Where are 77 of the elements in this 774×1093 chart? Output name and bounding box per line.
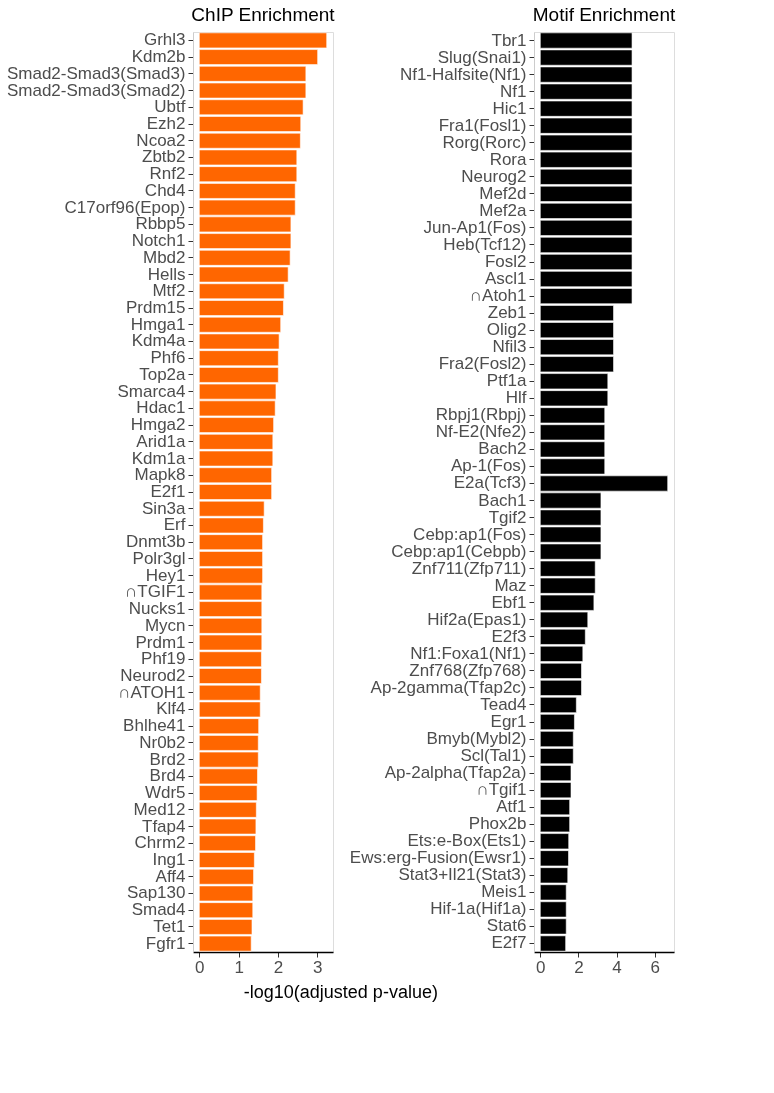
- y-tick-label: E2f7: [491, 933, 527, 953]
- y-tick-label: Ascl1: [484, 269, 527, 289]
- y-tick-label: Ews:erg-Fusion(Ewsr1): [349, 848, 527, 868]
- y-tick-label: Mtf2: [152, 281, 186, 301]
- x-tick-label: 2: [574, 957, 584, 977]
- y-tick-label: Erf: [163, 515, 186, 535]
- x-tick-label: 1: [234, 957, 244, 977]
- y-tick-label: Ap-1(Fos): [450, 456, 527, 476]
- x-tick-label: 3: [313, 957, 323, 977]
- y-tick-label: Jun-Ap1(Fos): [423, 217, 527, 237]
- y-tick-label: Bach1: [478, 490, 527, 510]
- chart-title: ChIP Enrichment: [191, 3, 336, 25]
- y-tick-label: Slug(Snai1): [437, 47, 527, 67]
- y-tick-label: Mapk8: [134, 465, 186, 485]
- x-tick-label: 0: [195, 957, 205, 977]
- y-tick-label: Phf19: [141, 649, 186, 669]
- y-tick-label: Hells: [147, 264, 186, 284]
- y-tick-label: Tgif2: [488, 507, 527, 527]
- x-tick-label: 6: [650, 957, 660, 977]
- y-tick-label: Ebf1: [491, 592, 527, 612]
- y-tick-label: Ptf1a: [486, 371, 528, 391]
- y-tick-label: Hdac1: [136, 398, 186, 418]
- y-tick-label: Meis1: [481, 882, 527, 902]
- y-tick-label: Ets:e-Box(Ets1): [407, 831, 527, 851]
- x-axis-title: -log10(adjusted p-value): [243, 981, 438, 1002]
- y-tick-label: Hlf: [505, 388, 527, 408]
- chart-title: Motif Enrichment: [532, 4, 676, 26]
- y-tick-label: Fosl2: [484, 252, 527, 271]
- y-tick-label: Hic1: [492, 98, 527, 118]
- y-tick-label: Bach2: [478, 439, 527, 459]
- y-tick-label: Ing1: [152, 850, 186, 869]
- y-tick-label: Nf1:Foxa1(Nf1): [410, 643, 527, 663]
- y-tick-label: Atf1: [496, 797, 527, 817]
- y-tick-label: Grhl3: [143, 30, 186, 50]
- y-tick-label: Ncoa2: [136, 130, 186, 150]
- y-tick-label: Phox2b: [468, 814, 527, 834]
- x-tick-label: 0: [536, 957, 546, 977]
- y-tick-label: Scl(Tal1): [460, 746, 527, 766]
- y-tick-label: Fra1(Fosl1): [438, 115, 527, 135]
- y-tick-label: Brd4: [149, 766, 186, 786]
- y-tick-label: Bmyb(Mybl2): [426, 729, 527, 749]
- x-tick-label: 4: [612, 957, 622, 977]
- y-tick-label: Neurod2: [120, 666, 186, 685]
- y-tick-label: Klf4: [156, 699, 186, 719]
- y-tick-label: Neurog2: [461, 166, 527, 186]
- y-tick-label: Prdm15: [125, 298, 186, 317]
- y-tick-label: Tbr1: [491, 30, 527, 50]
- y-tick-label: ∩Tgif1: [476, 780, 527, 800]
- y-tick-label: Sin3a: [142, 498, 187, 518]
- y-tick-label: Zeb1: [487, 303, 527, 323]
- y-tick-label: C17orf96(Epop): [64, 197, 186, 217]
- y-tick-label: Brd2: [149, 749, 186, 769]
- y-tick-label: Nfil3: [492, 337, 527, 357]
- y-tick-label: Tfap4: [142, 816, 186, 836]
- y-tick-label: E2f1: [150, 482, 186, 501]
- y-tick-label: Kdm1a: [131, 448, 187, 468]
- y-tick-label: ∩ATOH1: [118, 682, 186, 702]
- x-tick-label: 2: [273, 957, 284, 977]
- y-tick-label: ∩Atoh1: [469, 286, 527, 306]
- y-tick-label: Sap130: [126, 883, 186, 903]
- y-tick-label: E2a(Tcf3): [453, 473, 527, 493]
- y-tick-label: Stat3+Il21(Stat3): [398, 865, 527, 885]
- y-tick-label: Stat6: [486, 916, 527, 936]
- y-tick-label: Fgfr1: [145, 933, 186, 953]
- y-tick-label: Olig2: [486, 320, 527, 340]
- y-tick-label: Mef2a: [479, 200, 528, 220]
- y-tick-label: Hif-1a(Hif1a): [430, 899, 527, 919]
- y-tick-label: Ap-2alpha(Tfap2a): [384, 763, 527, 783]
- y-tick-label: Hmga1: [130, 314, 186, 334]
- y-tick-label: Hmga2: [130, 415, 186, 435]
- y-tick-label: Hif2a(Epas1): [427, 609, 527, 629]
- y-tick-label: Ezh2: [146, 114, 186, 133]
- y-tick-label: Nf-E2(Nfe2): [435, 422, 527, 442]
- y-tick-label: Zbtb2: [142, 147, 186, 167]
- y-tick-label: Rbpj1(Rbpj): [435, 405, 527, 425]
- y-tick-label: Egr1: [490, 712, 527, 731]
- y-tick-label: Fra2(Fosl2): [438, 354, 527, 374]
